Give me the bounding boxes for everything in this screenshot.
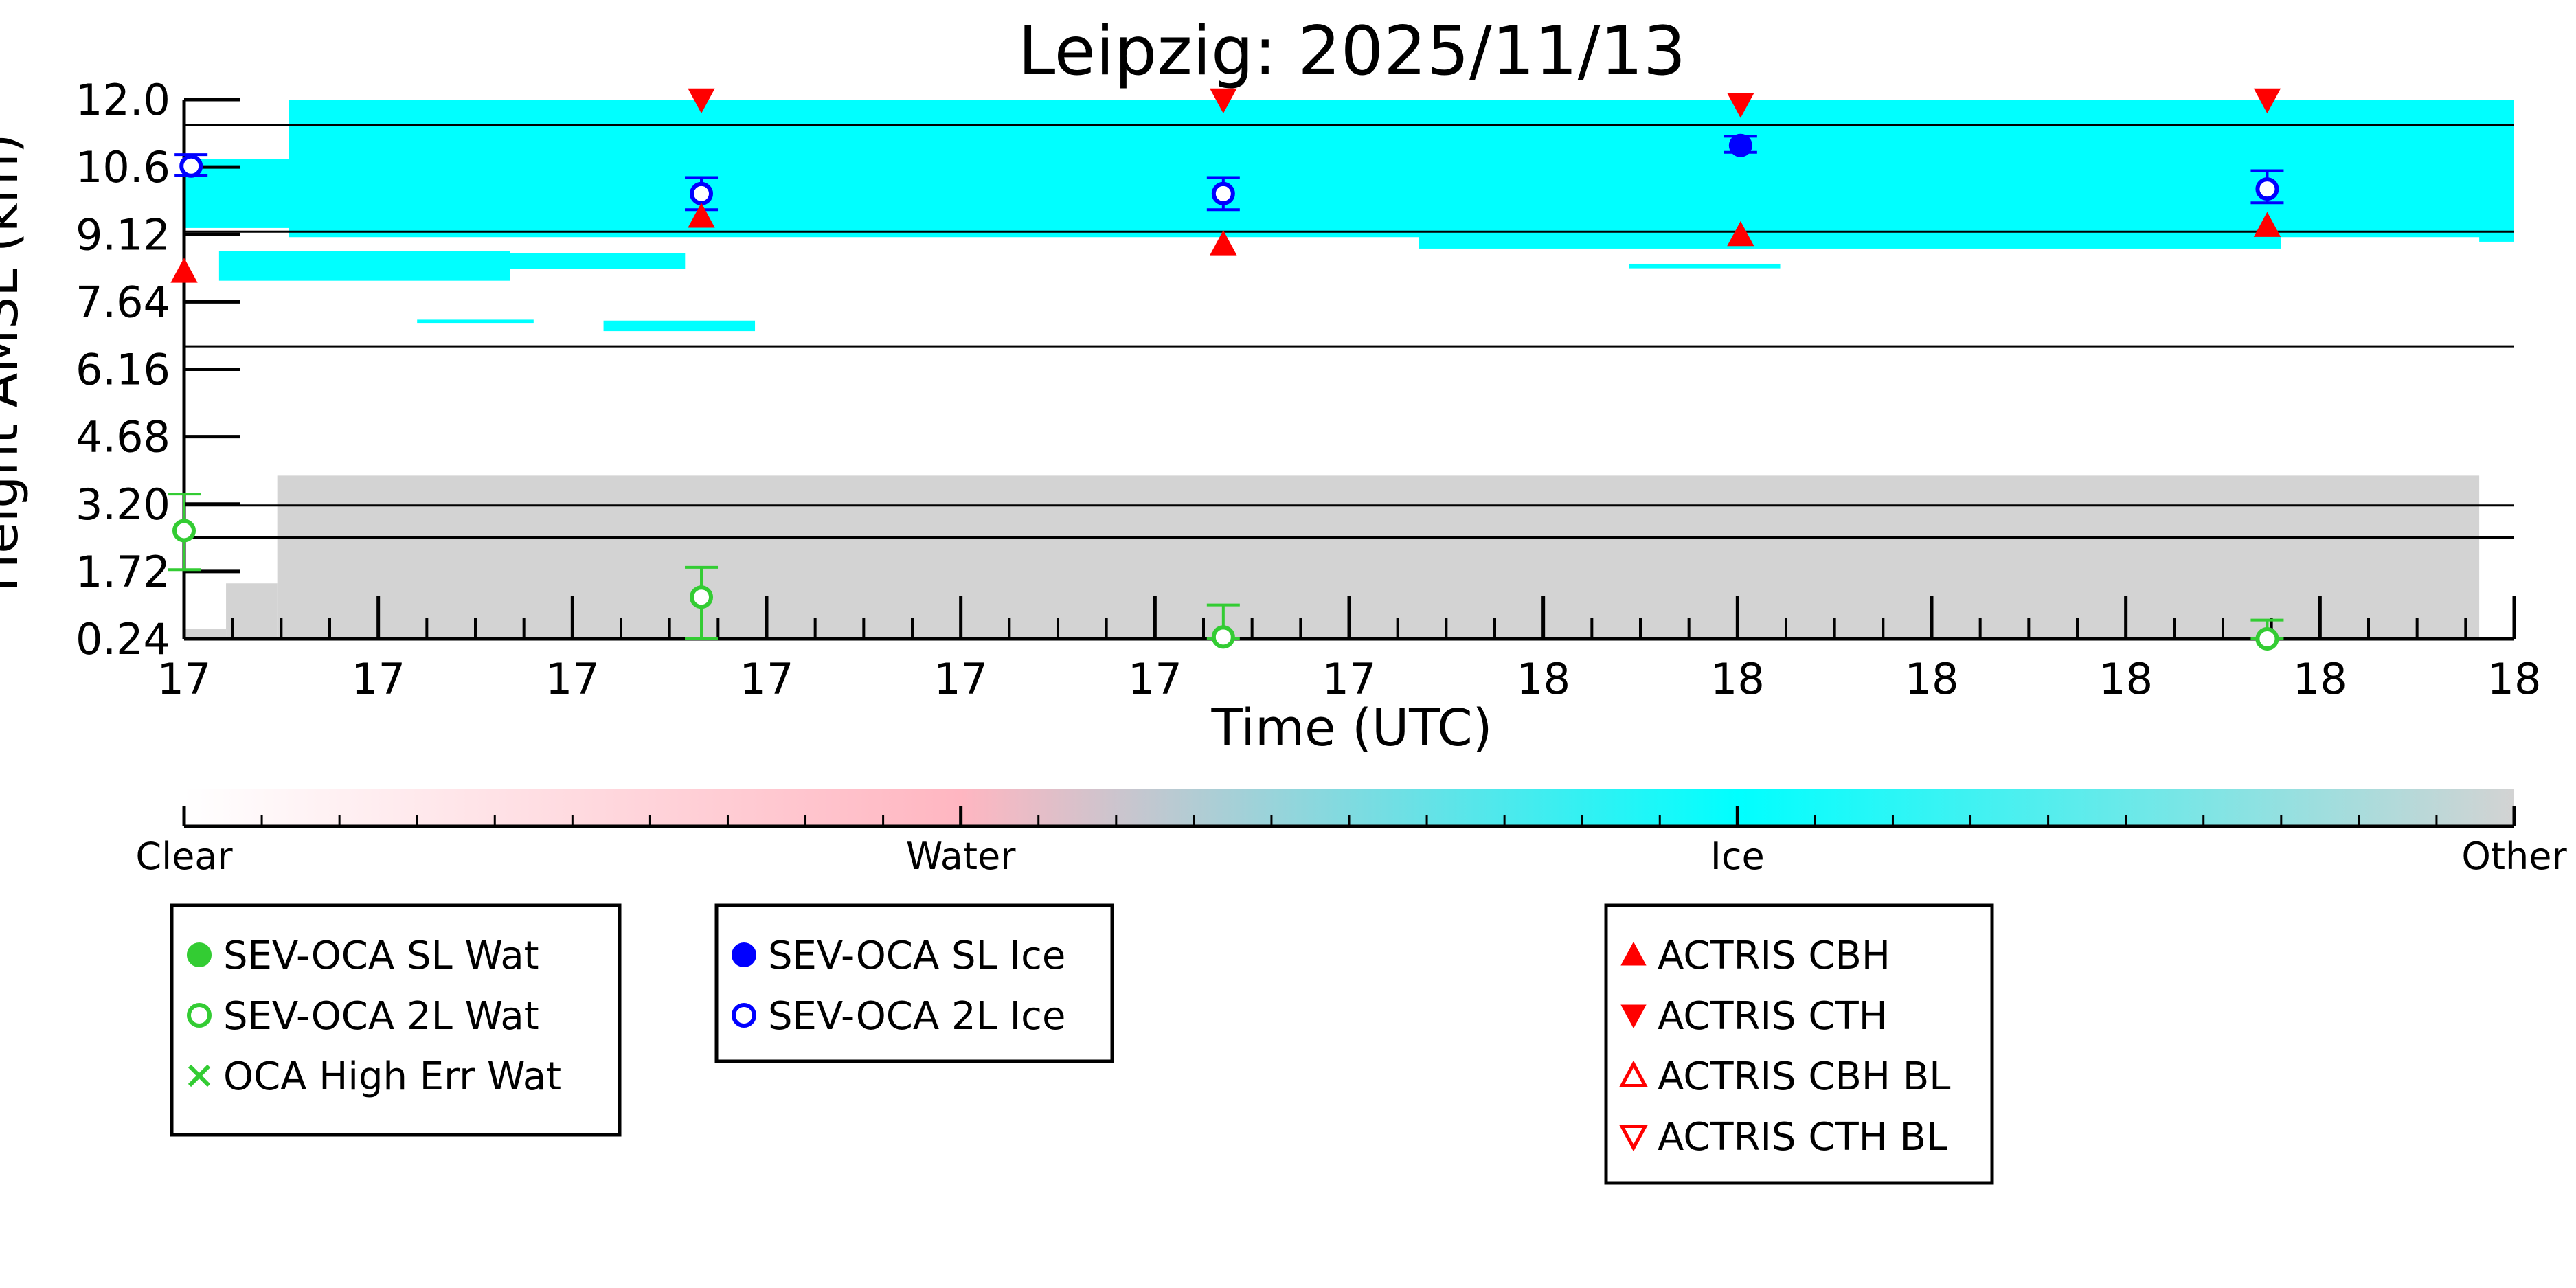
- colorbar-label-0: Clear: [135, 835, 233, 878]
- y-tick-label-8: 12.0: [76, 75, 170, 125]
- legend-marker-2-1: [1620, 1004, 1647, 1029]
- x-tick-label-1: 17: [351, 654, 405, 704]
- legend-box-1: SEV-OCA SL Ice SEV-OCA 2L Ice: [714, 903, 1114, 1063]
- series-1-point-1: [690, 585, 714, 609]
- legend-label-2-2: ACTRIS CBH BL: [1658, 1054, 1950, 1099]
- series-5-point-1: [688, 203, 715, 228]
- legend-box-2: ACTRIS CBH ACTRIS CTH ACTRIS CBH BL ACTRIS …: [1604, 903, 1994, 1185]
- legend-marker-1-1: [732, 1003, 756, 1028]
- series-1-point-3: [2255, 627, 2279, 651]
- series-4-point-1: [690, 181, 714, 205]
- legend-marker-2-0: [1620, 941, 1647, 966]
- y-tick-label-2: 3.20: [76, 479, 170, 530]
- x-tick-label-11: 18: [2293, 654, 2347, 704]
- legend-label-0-2: OCA High Err Wat: [223, 1054, 561, 1099]
- legend-marker-1-0: [732, 942, 756, 967]
- cloud-region-ice-1: [289, 100, 2514, 238]
- series-5-point-4: [2253, 212, 2281, 237]
- cloud-region-ice-3: [510, 253, 686, 269]
- series-5-point-3: [1727, 221, 1754, 247]
- y-tick-label-1: 1.72: [76, 547, 170, 597]
- legend-box-0: SEV-OCA SL Wat SEV-OCA 2L Wat OCA High Err…: [170, 903, 622, 1137]
- series-3-point-0: [1728, 133, 1752, 157]
- cloud-region-ice-7: [603, 320, 756, 332]
- series-4-point-2: [1211, 181, 1235, 205]
- legend-frame-0: [170, 903, 622, 1137]
- x-tick-label-8: 18: [1710, 654, 1765, 704]
- series-4-point-0: [179, 154, 203, 178]
- series-1-point-2: [1211, 625, 1235, 649]
- legend-label-2-1: ACTRIS CTH: [1658, 994, 1888, 1039]
- plot-area: 0.24 1.72 3.20 4.68 6.16 7.64 9.12 10.6 12.0 17 17…: [76, 75, 2542, 704]
- legend-label-1-0: SEV-OCA SL Ice: [768, 934, 1065, 978]
- cloud-region-ice-6: [417, 319, 534, 324]
- legend-label-0-0: SEV-OCA SL Wat: [223, 934, 539, 978]
- colorbar-label-2: Ice: [1710, 835, 1765, 878]
- x-tick-label-7: 18: [1516, 654, 1570, 704]
- series-3: [1724, 133, 1757, 157]
- legend: SEV-OCA SL Wat SEV-OCA 2L Wat OCA High Err…: [170, 903, 1994, 1185]
- x-tick-label-12: 18: [2487, 654, 2542, 704]
- x-tick-label-5: 17: [1128, 654, 1182, 704]
- cloud-region-ice-2: [218, 251, 510, 281]
- y-tick-label-4: 6.16: [76, 345, 170, 395]
- series-6-point-3: [2253, 88, 2281, 114]
- y-tick-label-3: 4.68: [76, 412, 170, 462]
- x-axis-label: Time (UTC): [1210, 699, 1492, 758]
- y-tick-label-6: 9.12: [76, 210, 170, 260]
- legend-marker-0-0: [187, 942, 212, 967]
- series-5-point-0: [170, 258, 198, 283]
- y-axis-label: Height AMSL (km): [0, 133, 30, 591]
- colorbar-label-3: Other: [2461, 835, 2567, 878]
- colorbar: Clear Water Ice Other: [135, 789, 2567, 878]
- x-tick-label-4: 17: [934, 654, 988, 704]
- x-tick-label-10: 18: [2099, 654, 2153, 704]
- series-4: [174, 153, 2284, 212]
- series-6: [688, 88, 2281, 118]
- cloud-region-ice-5: [2479, 218, 2514, 242]
- x-tick-label-9: 18: [1905, 654, 1959, 704]
- series-4-point-3: [2255, 177, 2279, 201]
- colorbar-label-1: Water: [906, 835, 1016, 878]
- cloud-region-ice-8: [1629, 263, 1781, 269]
- series-6-point-1: [1210, 88, 1237, 114]
- series-1: [168, 493, 2284, 651]
- legend-label-0-1: SEV-OCA 2L Wat: [223, 994, 539, 1039]
- legend-label-1-1: SEV-OCA 2L Ice: [768, 994, 1065, 1039]
- series-5-point-2: [1210, 230, 1237, 256]
- series-6-point-0: [688, 88, 715, 114]
- legend-frame-2: [1604, 903, 1994, 1185]
- x-tick-label-0: 17: [157, 654, 212, 704]
- series-5: [170, 203, 2281, 283]
- series-1-point-0: [172, 519, 196, 543]
- legend-label-2-3: ACTRIS CTH BL: [1658, 1115, 1947, 1160]
- legend-marker-0-1: [187, 1003, 212, 1028]
- y-tick-label-0: 0.24: [76, 614, 170, 664]
- y-tick-label-7: 10.6: [76, 142, 170, 192]
- legend-marker-0-2-stroke-b: [188, 1064, 211, 1087]
- legend-label-2-0: ACTRIS CBH: [1658, 934, 1890, 978]
- y-tick-label-5: 7.64: [76, 277, 170, 327]
- cloud-region-other-10: [226, 583, 278, 639]
- legend-marker-0-2: [188, 1064, 211, 1087]
- cloud-region-other-9: [184, 629, 227, 639]
- chart-title: Leipzig: 2025/11/13: [1018, 12, 1686, 91]
- x-tick-label-3: 17: [740, 654, 794, 704]
- legend-marker-2-3: [1618, 1125, 1649, 1152]
- legend-marker-2-2: [1618, 1060, 1649, 1087]
- x-tick-label-6: 17: [1322, 654, 1377, 704]
- legend-frame-1: [714, 903, 1114, 1063]
- cloud-region-other-11: [277, 475, 2480, 639]
- series-6-point-2: [1727, 93, 1754, 118]
- x-tick-label-2: 17: [545, 654, 600, 704]
